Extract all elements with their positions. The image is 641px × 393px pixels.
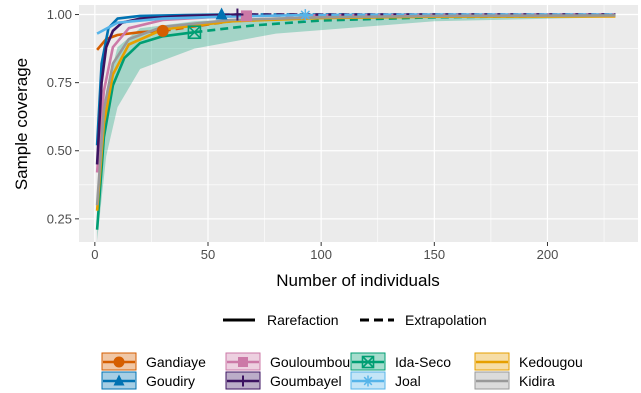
- y-axis-ticks: 0.25 0.50 0.75 1.00: [47, 7, 79, 226]
- marker-gouloumbou: [240, 10, 252, 22]
- legend-item-kidira: Kidira: [474, 371, 555, 390]
- legend-marker-gouloumbou: [238, 357, 248, 367]
- x-tick-label: 100: [310, 247, 332, 262]
- marker-goumbayel: [231, 8, 244, 21]
- plot-panel: [79, 5, 638, 242]
- legend-label-gouloumbou: Gouloumbou: [270, 354, 350, 370]
- legend-item-kedougou: Kedougou: [474, 352, 583, 371]
- x-tick-label: 150: [423, 247, 445, 262]
- legend-marker-gandiaye: [113, 356, 125, 368]
- line-rarefaction-joal: [96, 13, 306, 35]
- legend-label-ida-seco: Ida-Seco: [395, 354, 451, 370]
- legend-label-kidira: Kidira: [519, 373, 555, 389]
- legend-marker-goudiry: [113, 374, 125, 386]
- y-tick-label: 0.75: [47, 75, 72, 90]
- x-axis-title: Number of individuals: [276, 271, 439, 290]
- y-tick-label: 1.00: [47, 7, 72, 22]
- legend-linetype: Rarefaction Extrapolation: [223, 312, 487, 328]
- legend-marker-joal: [362, 375, 374, 387]
- legend-marker-goumbayel: [237, 375, 249, 387]
- legend-rarefaction-label: Rarefaction: [267, 312, 339, 328]
- legend-label-goudiry: Goudiry: [146, 373, 195, 389]
- y-axis-title: Sample coverage: [12, 58, 31, 190]
- marker-ida-seco: [187, 25, 202, 40]
- legend-item-joal: Joal: [350, 371, 421, 390]
- x-tick-label: 0: [91, 247, 98, 262]
- legend-label-kedougou: Kedougou: [519, 354, 583, 370]
- legend-label-gandiaye: Gandiaye: [146, 354, 206, 370]
- x-tick-label: 200: [537, 247, 559, 262]
- marker-gandiaye: [156, 24, 169, 37]
- legend-item-gouloumbou: Gouloumbou: [225, 352, 350, 371]
- legend-item-ida-seco: Ida-Seco: [350, 352, 451, 371]
- legend-marker-ida-seco: [361, 355, 375, 369]
- line-rarefaction-goumbayel: [95, 13, 238, 165]
- band-ida-seco: [97, 14, 616, 241]
- x-tick-label: 50: [201, 247, 215, 262]
- observed-markers: [156, 7, 312, 40]
- marker-joal: [299, 9, 312, 22]
- x-axis-ticks: 0 50 100 150 200: [91, 242, 558, 262]
- legend-item-goumbayel: Goumbayel: [225, 371, 342, 390]
- confidence-bands: [97, 14, 616, 241]
- legend-extrapolation-label: Extrapolation: [405, 312, 487, 328]
- legend-series: Gandiaye Goudiry Gouloumbou Goumbayel Ida-Se…: [101, 352, 583, 390]
- legend-label-joal: Joal: [395, 373, 421, 389]
- y-tick-label: 0.25: [47, 211, 72, 226]
- legend-item-goudiry: Goudiry: [101, 371, 195, 390]
- legend-item-gandiaye: Gandiaye: [101, 352, 206, 371]
- series-lines: [95, 13, 616, 230]
- marker-goudiry: [215, 7, 228, 20]
- legend-label-goumbayel: Goumbayel: [270, 373, 342, 389]
- y-tick-label: 0.50: [47, 143, 72, 158]
